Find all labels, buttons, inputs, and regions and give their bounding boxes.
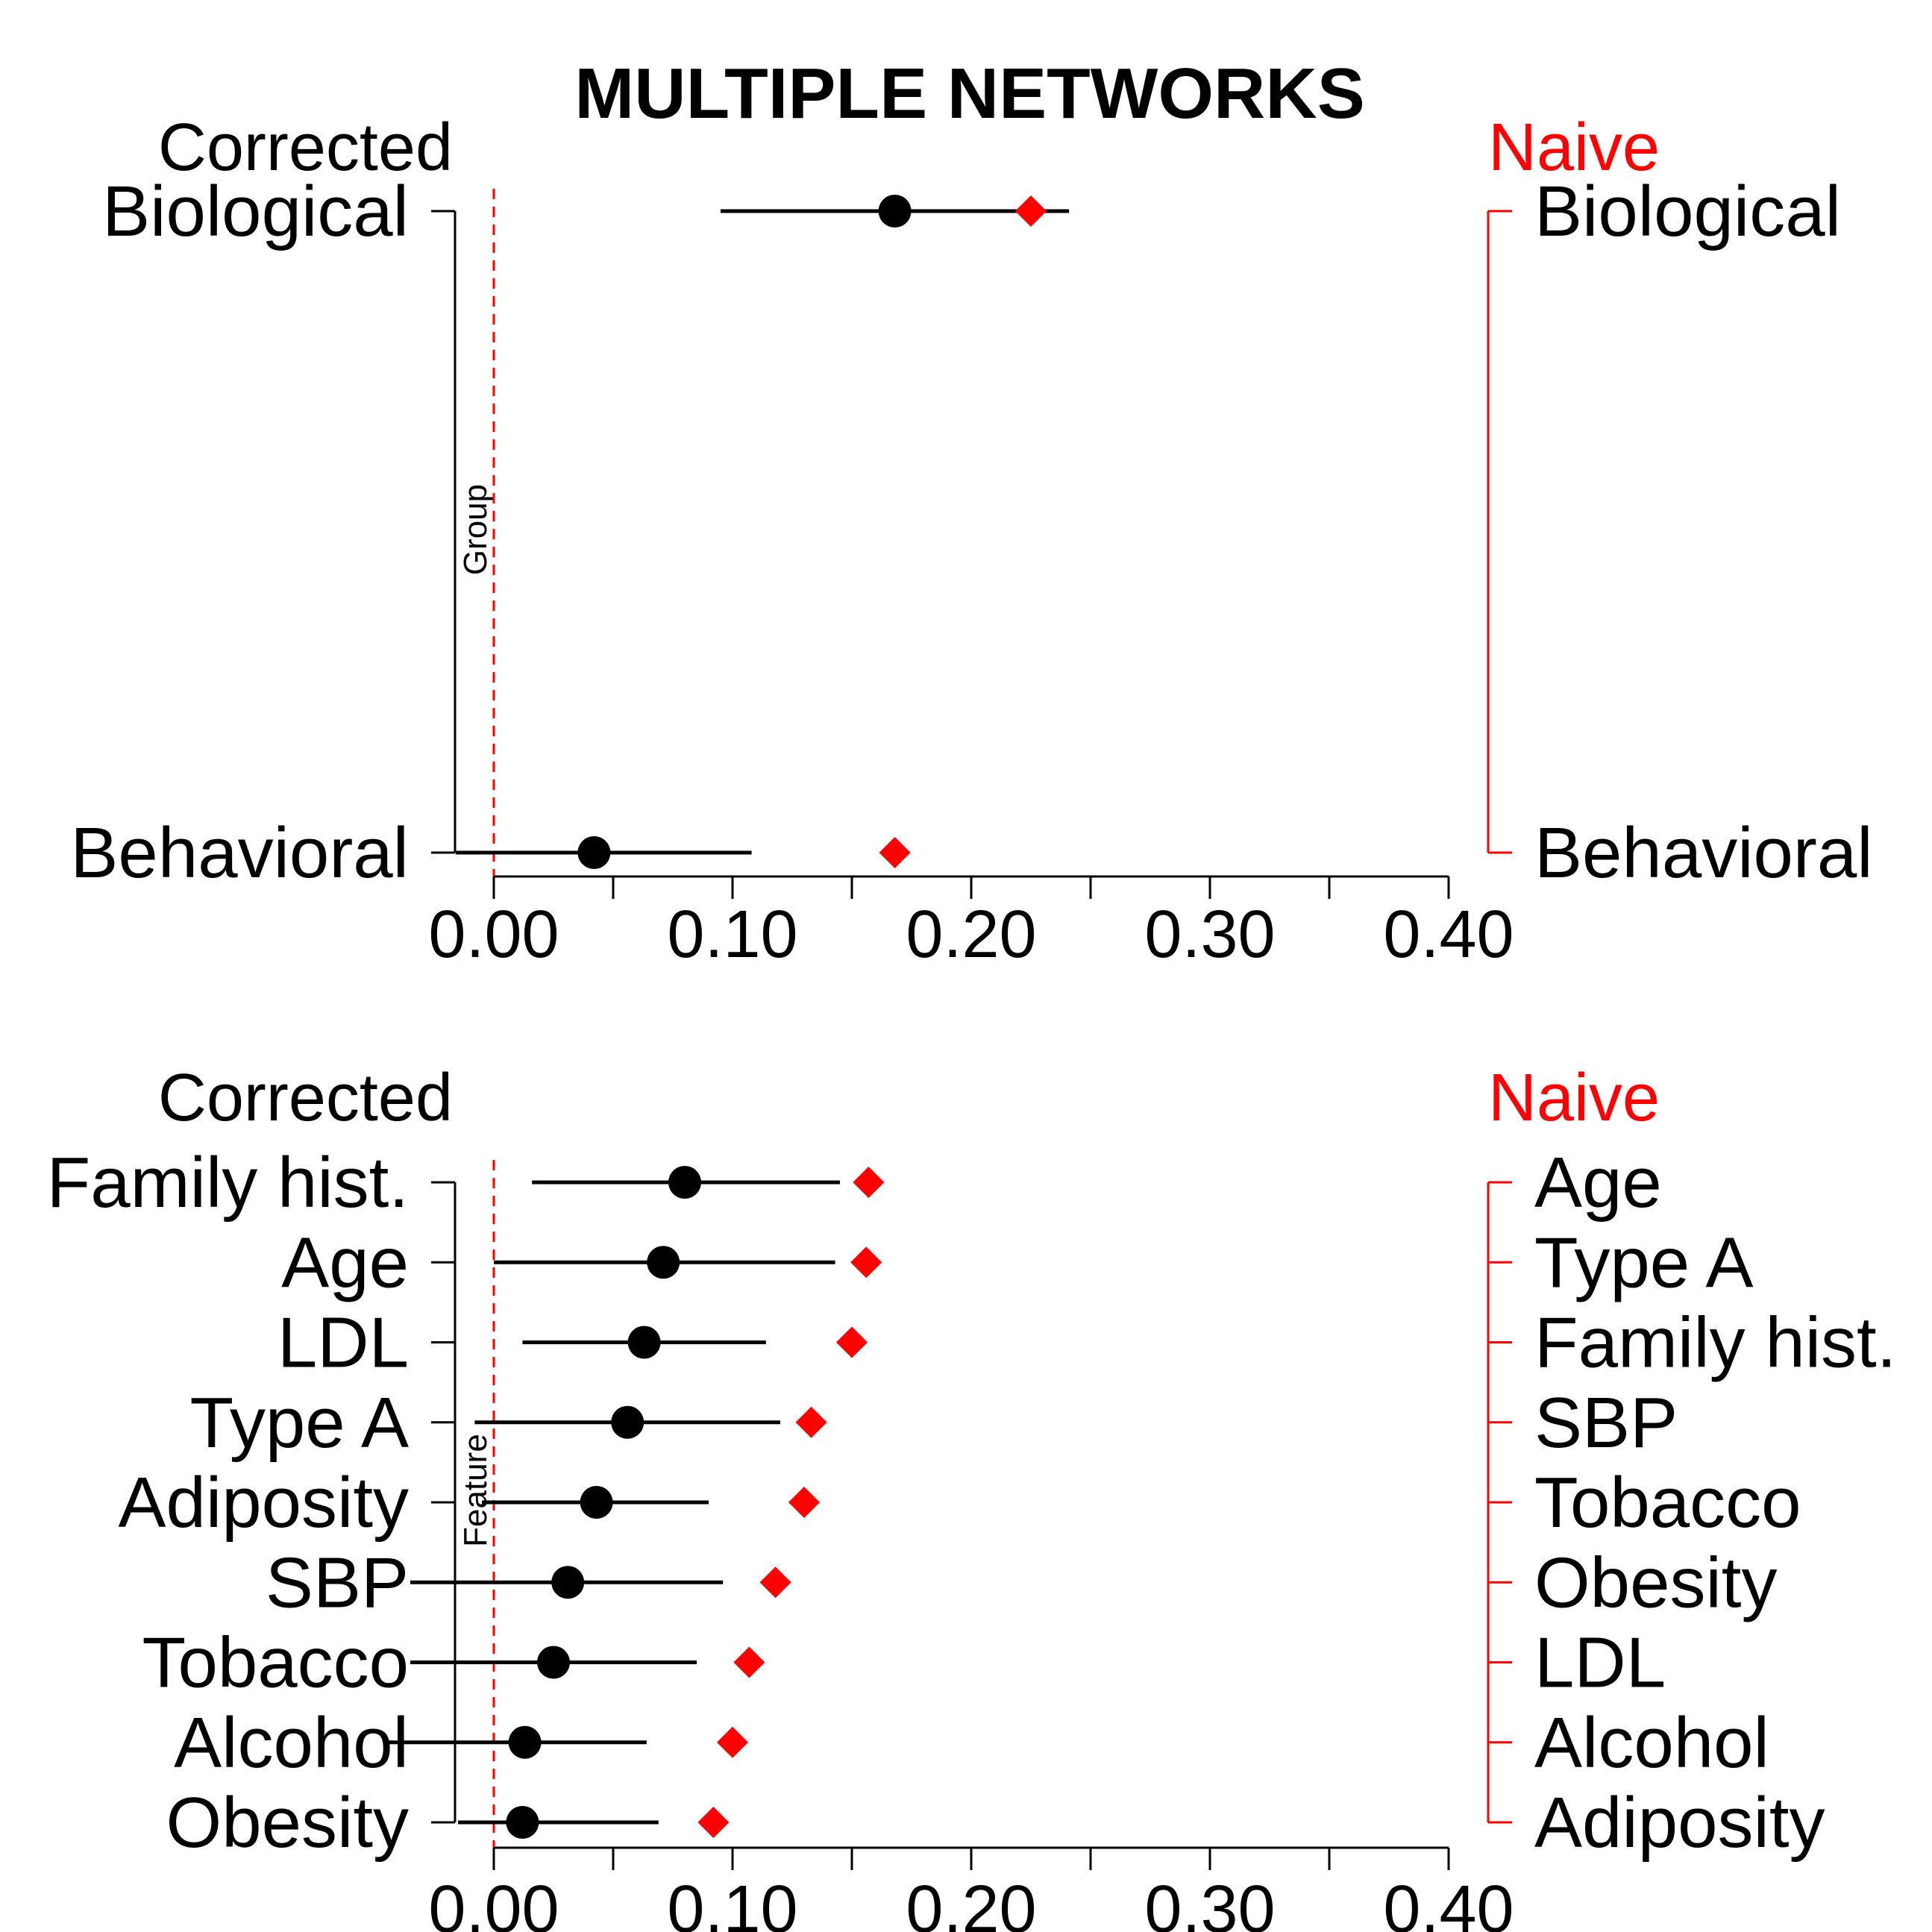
corrected-row-label: Obesity xyxy=(166,1783,409,1863)
corrected-point xyxy=(668,1166,701,1199)
corrected-header: Corrected xyxy=(158,110,453,185)
naive-row-label: Biological xyxy=(1534,172,1841,251)
vertical-panel-label: Group xyxy=(457,484,494,575)
naive-point xyxy=(795,1406,827,1438)
corrected-row-label: Family hist. xyxy=(47,1143,409,1223)
corrected-row-label: Adiposity xyxy=(118,1463,409,1543)
naive-header: Naive xyxy=(1488,110,1660,185)
naive-point xyxy=(850,1246,882,1279)
x-tick-label: 0.20 xyxy=(906,897,1036,972)
corrected-point xyxy=(577,836,611,869)
x-tick-label: 0.00 xyxy=(428,897,559,972)
x-tick-label: 0.00 xyxy=(428,1872,559,1932)
corrected-point xyxy=(627,1326,661,1359)
corrected-point xyxy=(580,1486,613,1519)
chart-title: MULTIPLE NETWORKS xyxy=(574,54,1364,134)
naive-point xyxy=(733,1646,765,1678)
naive-row-label: LDL xyxy=(1534,1623,1666,1703)
naive-point xyxy=(788,1487,820,1518)
corrected-row-label: Biological xyxy=(102,172,409,251)
x-tick-label: 0.20 xyxy=(906,1872,1036,1932)
x-tick-label: 0.10 xyxy=(667,1872,797,1932)
naive-point xyxy=(717,1726,748,1758)
x-tick-label: 0.10 xyxy=(667,897,797,972)
corrected-point xyxy=(508,1725,542,1759)
x-tick-label: 0.40 xyxy=(1383,1872,1514,1932)
naive-row-label: Alcohol xyxy=(1534,1703,1769,1783)
panel-group: Corrected NaiveBiologicalBehavioralBiolog… xyxy=(70,110,1872,972)
corrected-row-label: LDL xyxy=(277,1303,409,1383)
naive-row-label: SBP xyxy=(1534,1383,1678,1463)
naive-row-label: Behavioral xyxy=(1534,813,1873,893)
naive-row-label: Obesity xyxy=(1534,1543,1777,1622)
corrected-point xyxy=(551,1566,585,1599)
naive-row-label: Age xyxy=(1534,1143,1662,1223)
naive-point xyxy=(697,1807,730,1838)
corrected-point xyxy=(611,1405,644,1439)
corrected-row-label: Alcohol xyxy=(174,1703,409,1783)
x-tick-label: 0.30 xyxy=(1144,1872,1275,1932)
naive-row-label: Family hist. xyxy=(1534,1303,1896,1383)
vertical-panel-label: Feature xyxy=(457,1434,494,1547)
naive-row-label: Tobacco xyxy=(1534,1463,1801,1543)
corrected-row-label: Behavioral xyxy=(70,813,409,893)
corrected-point xyxy=(878,195,912,228)
x-tick-label: 0.40 xyxy=(1383,897,1514,972)
naive-point xyxy=(853,1167,885,1198)
naive-point xyxy=(879,837,911,868)
naive-point xyxy=(836,1326,868,1358)
naive-point xyxy=(1015,195,1047,227)
corrected-point xyxy=(537,1646,570,1679)
corrected-header: Corrected xyxy=(158,1061,453,1135)
corrected-row-label: Age xyxy=(281,1223,409,1302)
naive-header: Naive xyxy=(1488,1061,1660,1135)
corrected-point xyxy=(506,1806,539,1839)
naive-point xyxy=(759,1566,791,1599)
x-tick-label: 0.30 xyxy=(1144,897,1275,972)
corrected-row-label: SBP xyxy=(266,1543,409,1622)
corrected-row-label: Tobacco xyxy=(142,1623,409,1703)
naive-row-label: Type A xyxy=(1534,1223,1754,1302)
corrected-row-label: Type A xyxy=(189,1383,409,1463)
naive-row-label: Adiposity xyxy=(1534,1783,1825,1863)
corrected-point xyxy=(647,1246,680,1279)
